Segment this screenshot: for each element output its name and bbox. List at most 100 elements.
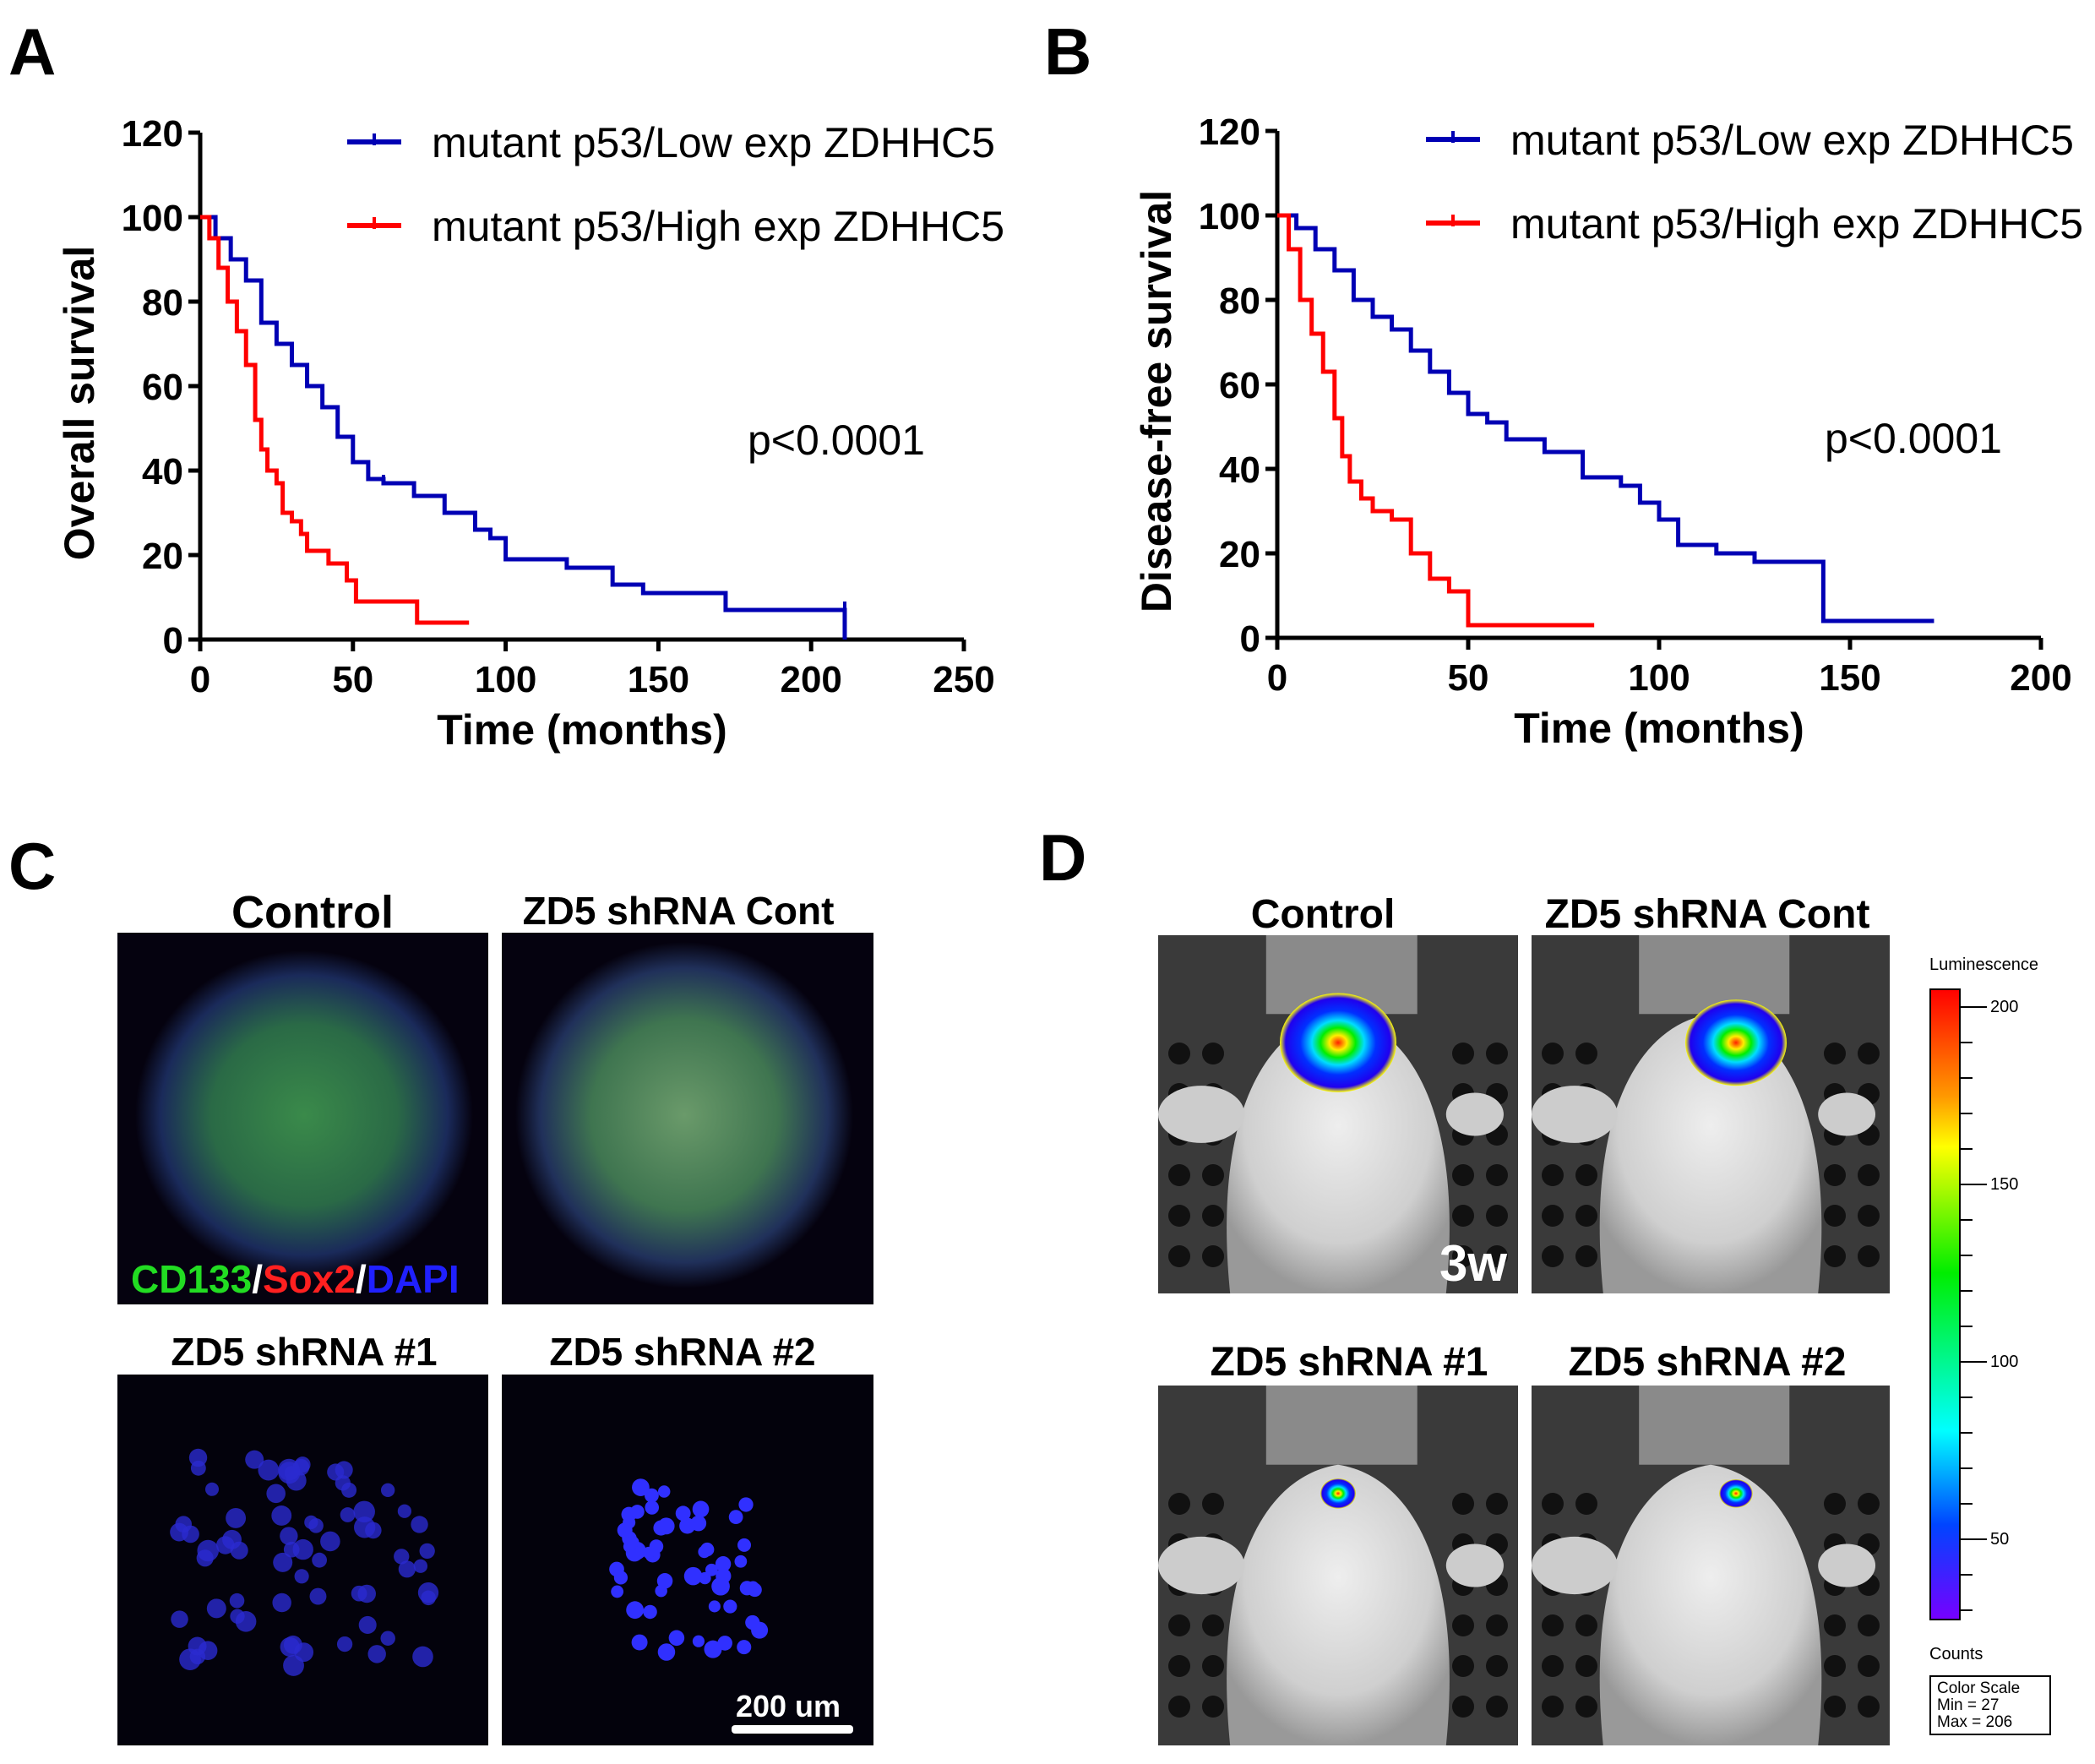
nucleus — [617, 1522, 633, 1538]
p-value: p<0.0001 — [748, 416, 925, 464]
nucleus — [367, 1645, 386, 1663]
colorbar-title: Luminescence — [1929, 956, 2038, 974]
micrograph-control — [117, 933, 488, 1304]
panel-c-title-shrna-cont: ZD5 shRNA Cont — [523, 889, 835, 933]
legend-label: mutant p53/High exp ZDHHC5 — [432, 203, 1004, 250]
nucleus — [229, 1592, 245, 1609]
p-value: p<0.0001 — [1825, 415, 2002, 462]
luminescence-colorbar: Luminescence 200 150 100 50 Counts Color… — [1929, 956, 2051, 1735]
nucleus — [278, 1458, 300, 1481]
nucleus — [738, 1497, 754, 1512]
survival-chart-overall: 0 20 40 60 80 100 120 0 50 100 150 200 250 Time (mont… — [56, 113, 1004, 754]
y-tick-label: 20 — [1219, 534, 1260, 575]
nucleus — [690, 1515, 707, 1532]
scale-bar-label: 200 um — [736, 1689, 841, 1723]
panel-label-c: C — [8, 829, 56, 903]
legend-label: mutant p53/Low exp ZDHHC5 — [432, 119, 995, 166]
nucleus — [320, 1531, 340, 1552]
panel-label-a: A — [8, 14, 56, 89]
nucleus — [222, 1529, 242, 1549]
nucleus — [351, 1585, 367, 1602]
nucleus — [304, 1515, 318, 1529]
survival-curve-high — [1277, 213, 1595, 628]
micrograph-shrna-2 — [502, 1375, 873, 1745]
mouse-image — [1158, 1386, 1518, 1745]
nucleus — [353, 1500, 375, 1523]
panel-c-title-control: Control — [231, 887, 394, 938]
nucleus — [266, 1484, 286, 1504]
nucleus — [611, 1585, 624, 1598]
panel-label-b: B — [1044, 14, 1091, 89]
nucleus — [340, 1507, 356, 1522]
nucleus — [692, 1500, 710, 1518]
panel-d-title-shrna-1: ZD5 shRNA #1 — [1211, 1340, 1488, 1385]
color-scale-max: Max = 206 — [1937, 1713, 2012, 1731]
nucleus — [626, 1601, 645, 1620]
nucleus — [273, 1552, 293, 1572]
nucleus — [397, 1504, 411, 1518]
y-tick-label: 80 — [142, 282, 183, 324]
nucleus — [283, 1655, 304, 1676]
y-tick-label: 120 — [122, 113, 183, 155]
stain-legend: CD133/Sox2/DAPI — [131, 1257, 460, 1301]
nucleus — [737, 1538, 752, 1552]
nucleus — [413, 1559, 428, 1573]
luminescence-signal — [1719, 1478, 1753, 1508]
nucleus — [226, 1508, 247, 1528]
y-tick-label: 60 — [1219, 365, 1260, 406]
nucleus — [708, 1600, 721, 1613]
mouse-image — [1158, 935, 1518, 1293]
mouse-image — [1532, 1386, 1890, 1745]
nucleus — [705, 1563, 718, 1576]
x-tick-label: 50 — [332, 659, 373, 700]
colorbar-tick: 200 — [1990, 998, 2018, 1016]
nucleus — [204, 1482, 219, 1496]
nucleus — [309, 1587, 327, 1605]
nucleus — [190, 1460, 206, 1476]
nucleus — [411, 1516, 428, 1533]
y-tick-label: 0 — [163, 620, 183, 662]
x-tick-label: 50 — [1448, 657, 1489, 699]
timepoint-label: 3w — [1439, 1235, 1507, 1292]
nucleus — [280, 1636, 300, 1658]
color-scale-title: Color Scale — [1937, 1680, 2020, 1697]
nucleus — [704, 1640, 722, 1658]
nucleus — [280, 1527, 298, 1545]
nucleus — [626, 1536, 639, 1549]
nucleus — [336, 1636, 353, 1652]
stain-sep: / — [252, 1257, 263, 1301]
nucleus — [198, 1641, 218, 1661]
nucleus — [358, 1615, 377, 1634]
nucleus — [292, 1538, 313, 1560]
nucleus — [715, 1556, 732, 1572]
panel-d-title-control: Control — [1251, 892, 1396, 937]
nucleus — [653, 1520, 669, 1536]
y-tick-label: 120 — [1199, 112, 1260, 153]
nucleus — [723, 1599, 737, 1614]
colorbar-tick: 50 — [1990, 1530, 2009, 1549]
nucleus — [631, 1634, 648, 1651]
nucleus — [657, 1485, 671, 1498]
y-tick-label: 20 — [142, 536, 183, 577]
nucleus — [630, 1505, 645, 1519]
nucleus — [737, 1640, 752, 1655]
y-axis-title: Overall survival — [56, 246, 103, 560]
nucleus — [341, 1482, 357, 1498]
nucleus — [751, 1621, 769, 1639]
nucleus — [668, 1630, 685, 1647]
colorbar-units: Counts — [1929, 1645, 1983, 1663]
nucleus — [728, 1510, 743, 1525]
colorbar-tick: 150 — [1990, 1175, 2018, 1194]
stain-sox2: Sox2 — [263, 1257, 356, 1301]
y-tick-label: 0 — [1240, 618, 1260, 660]
x-tick-label: 0 — [190, 659, 210, 700]
x-tick-label: 150 — [1819, 657, 1880, 699]
x-tick-label: 200 — [780, 659, 841, 700]
nucleus — [699, 1542, 715, 1557]
x-axis-title: Time (months) — [1514, 705, 1804, 752]
luminescence-signal — [1685, 999, 1787, 1086]
nucleus — [649, 1539, 664, 1554]
nucleus — [609, 1561, 624, 1577]
nucleus — [327, 1463, 345, 1481]
nucleus — [294, 1569, 309, 1584]
